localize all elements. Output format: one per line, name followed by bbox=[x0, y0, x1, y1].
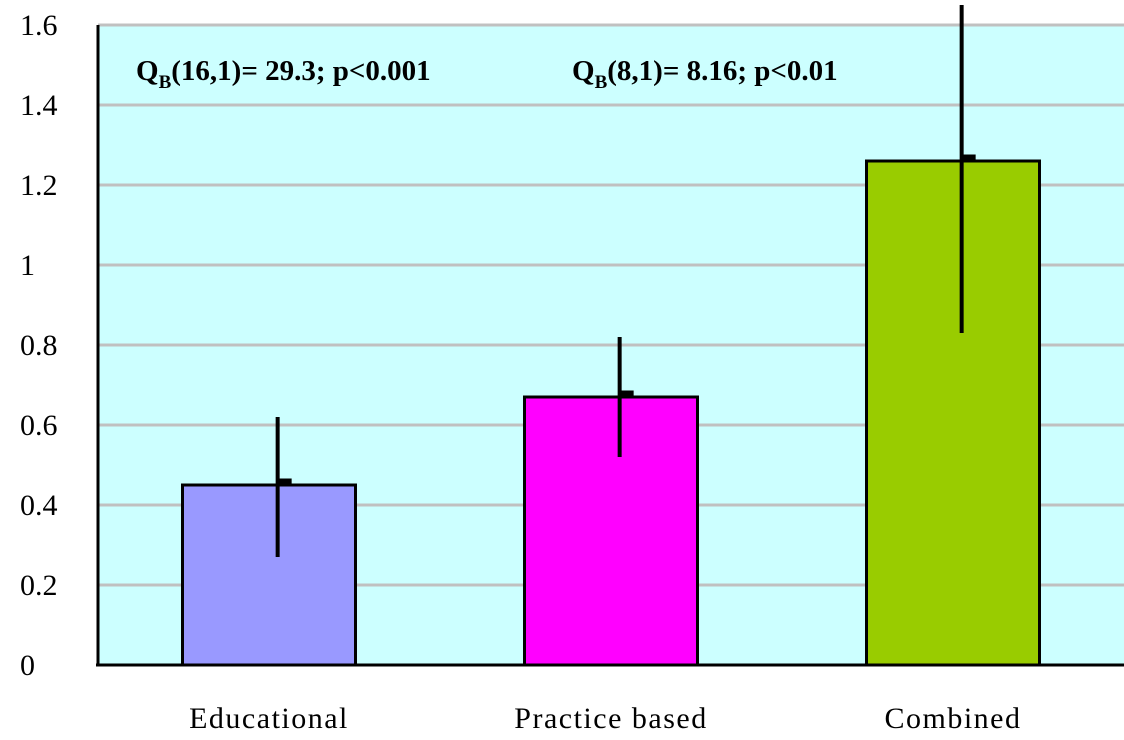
annotation-educational-vs-practice: QB(16,1)= 29.3; p<0.001 bbox=[136, 55, 431, 93]
bar bbox=[181, 483, 357, 667]
y-tick-label: 0.8 bbox=[20, 329, 58, 362]
x-category-label: Combined bbox=[885, 702, 1022, 735]
x-axis-category-labels: Educational Practice based Combined bbox=[189, 702, 1022, 735]
y-tick-label: 1 bbox=[20, 249, 35, 282]
y-tick-label: 0.2 bbox=[20, 569, 58, 602]
bars bbox=[181, 159, 1041, 667]
y-tick-label: 1.2 bbox=[20, 169, 58, 202]
y-tick-label: 1.4 bbox=[20, 89, 58, 122]
bar bbox=[523, 395, 699, 667]
x-category-label: Educational bbox=[189, 702, 349, 735]
y-tick-label: 1.6 bbox=[20, 9, 58, 42]
x-category-label: Practice based bbox=[514, 702, 707, 735]
y-axis-tick-labels: 0 0.2 0.4 0.6 0.8 1 1.2 1.4 1.6 bbox=[20, 9, 58, 682]
error-bars bbox=[275, 5, 976, 557]
y-tick-label: 0 bbox=[20, 649, 35, 682]
bar bbox=[865, 159, 1041, 667]
y-tick-label: 0.6 bbox=[20, 409, 58, 442]
y-tick-label: 0.4 bbox=[20, 489, 58, 522]
annotation-practice-vs-combined: QB(8,1)= 8.16; p<0.01 bbox=[572, 55, 838, 93]
